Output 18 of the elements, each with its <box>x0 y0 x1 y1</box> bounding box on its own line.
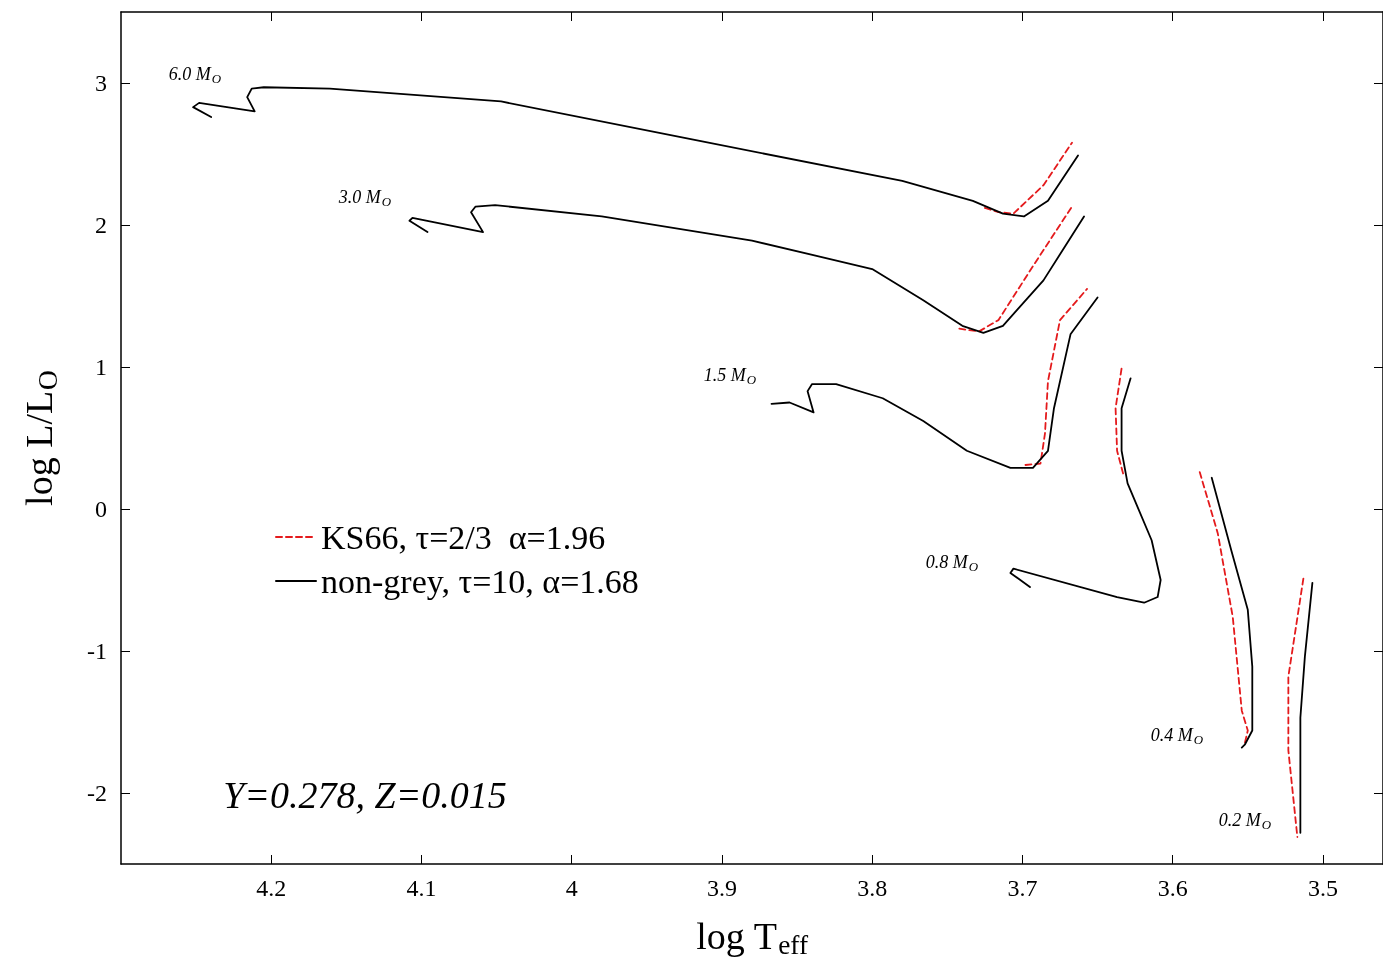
legend-label: non-grey, τ=10, α=1.68 <box>321 562 639 600</box>
x-tick-label: 4 <box>565 875 578 901</box>
x-tick-label: 3.8 <box>857 875 888 901</box>
x-tick-label: 4.1 <box>406 875 437 901</box>
y-tick-label: 1 <box>95 354 107 380</box>
y-tick-label: 3 <box>95 70 107 96</box>
x-tick-label: 3.5 <box>1307 875 1338 901</box>
x-tick-label: 3.9 <box>706 875 737 901</box>
y-tick-label: -1 <box>87 638 107 664</box>
x-tick-label: 4.2 <box>256 875 287 901</box>
annotation: Y=0.278, Z=0.015 <box>223 774 507 816</box>
x-tick-label: 3.6 <box>1157 875 1188 901</box>
y-axis-title: log L/LO <box>17 370 63 506</box>
legend-label: KS66, τ=2/3 α=1.96 <box>321 518 606 556</box>
y-tick-label: 0 <box>95 496 107 522</box>
y-tick-label: 2 <box>95 212 107 238</box>
y-tick-label: -2 <box>87 780 107 806</box>
x-tick-label: 3.7 <box>1007 875 1038 901</box>
